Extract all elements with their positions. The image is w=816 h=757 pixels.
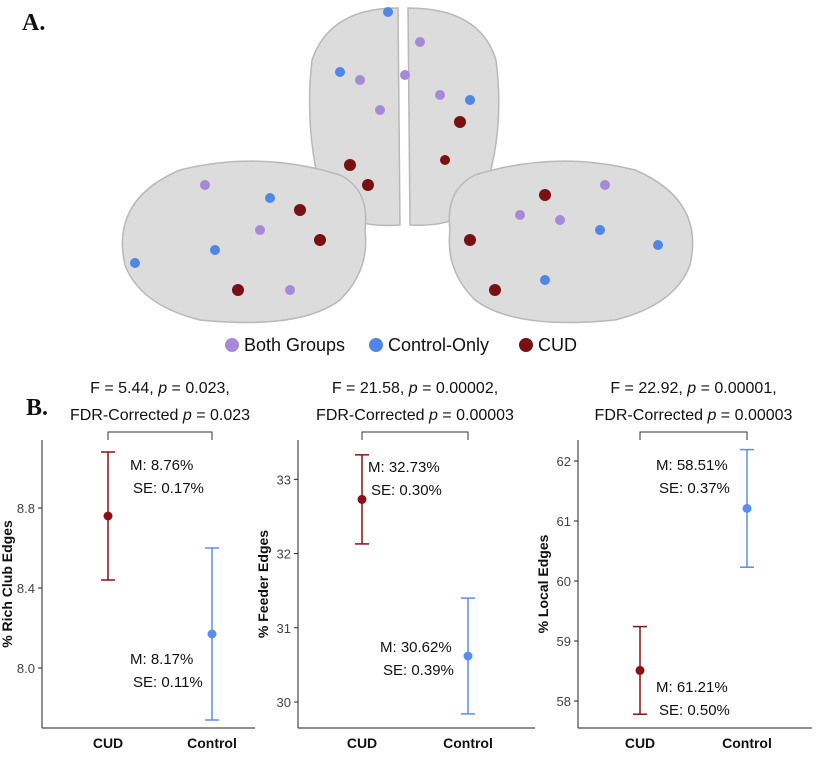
- panel-label: A.: [22, 10, 45, 36]
- mean-point: [742, 503, 752, 513]
- y-tick-label: 58: [557, 694, 571, 709]
- annotation: F = 22.92, p = 0.00001,: [610, 380, 776, 397]
- legend-swatch: [369, 338, 383, 352]
- value-label: M: 32.73%: [368, 459, 440, 476]
- panel-label: B.: [26, 395, 48, 421]
- y-tick-label: 8.8: [17, 501, 35, 516]
- se-label: SE: 0.39%: [383, 662, 454, 679]
- bracket: [361, 431, 469, 440]
- value-label: M: 8.17%: [130, 651, 193, 668]
- y-tick-label: 60: [557, 574, 571, 589]
- annotation: FDR-Corrected p = 0.00003: [316, 407, 514, 424]
- brain-renders: [121, 7, 694, 324]
- se-label: SE: 0.50%: [659, 702, 730, 719]
- annotation: F = 5.44, p = 0.023,: [90, 380, 230, 397]
- bracket: [639, 431, 748, 440]
- brain-nodes: [130, 7, 663, 296]
- y-axis-title: % Feeder Edges: [255, 530, 271, 638]
- mean-point: [635, 665, 645, 675]
- value-label: M: 8.76%: [130, 457, 193, 474]
- legend-swatch: [225, 338, 239, 352]
- annotation: F = 21.58, p = 0.00002,: [332, 380, 498, 397]
- value-label: M: 58.51%: [656, 457, 728, 474]
- bracket: [107, 431, 213, 440]
- x-tick-label: CUD: [93, 735, 123, 751]
- y-tick-label: 32: [277, 547, 291, 562]
- y-tick-label: 62: [557, 454, 571, 469]
- se-label: SE: 0.17%: [133, 480, 204, 497]
- x-tick-label: CUD: [347, 735, 377, 751]
- value-label: M: 30.62%: [380, 639, 452, 656]
- y-tick-label: 30: [277, 695, 291, 710]
- mean-point: [207, 629, 217, 639]
- y-tick-label: 33: [277, 472, 291, 487]
- y-tick-label: 8.0: [17, 661, 35, 676]
- se-label: SE: 0.37%: [659, 480, 730, 497]
- mean-point: [463, 651, 473, 661]
- se-label: SE: 0.11%: [133, 674, 203, 691]
- x-tick-label: Control: [722, 735, 772, 751]
- mean-point: [357, 494, 367, 504]
- legend-label: Control-Only: [388, 335, 489, 355]
- legend: Both Groups Control-Only CUD: [225, 335, 577, 355]
- y-axis-title: % Local Edges: [535, 534, 551, 633]
- legend-swatch: [519, 338, 533, 352]
- y-tick-label: 59: [557, 634, 571, 649]
- y-tick-label: 31: [277, 621, 291, 636]
- annotation: FDR-Corrected p = 0.023: [70, 407, 250, 424]
- legend-label: CUD: [538, 335, 577, 355]
- x-tick-label: Control: [443, 735, 493, 751]
- legend-label: Both Groups: [244, 335, 345, 355]
- x-tick-label: CUD: [625, 735, 655, 751]
- x-tick-label: Control: [187, 735, 237, 751]
- y-tick-label: 61: [557, 514, 571, 529]
- mean-point: [103, 511, 113, 521]
- se-label: SE: 0.30%: [371, 482, 442, 499]
- y-axis-title: % Rich Club Edges: [0, 520, 15, 648]
- y-tick-label: 8.4: [17, 581, 35, 596]
- annotation: FDR-Corrected p = 0.00003: [595, 407, 793, 424]
- value-label: M: 61.21%: [656, 679, 728, 696]
